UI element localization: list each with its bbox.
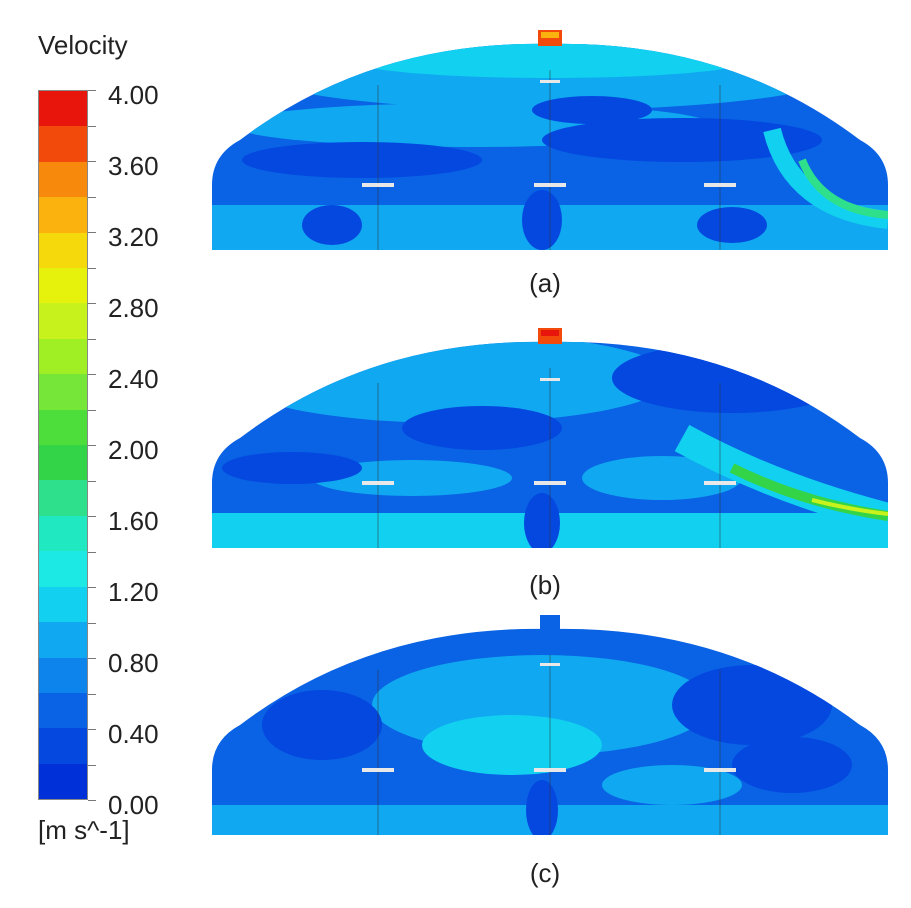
panel-label-a: (a): [529, 268, 561, 298]
color-scale-bar: [38, 90, 88, 800]
diffuser-marker: [362, 481, 394, 485]
diffuser-marker: [362, 183, 394, 187]
contour-panel-b: [212, 328, 888, 548]
legend-tick-mark: [88, 125, 96, 127]
color-band: [39, 232, 87, 269]
color-band: [39, 657, 87, 693]
legend-tick-mark: [88, 409, 96, 411]
legend-tick-mark: [88, 480, 96, 482]
color-band: [39, 692, 87, 729]
legend-tick-label: 4.00: [108, 80, 159, 110]
velocity-contour-c: [212, 615, 888, 835]
diffuser-marker: [540, 378, 560, 381]
color-band: [39, 515, 87, 552]
legend-tick-mark: [88, 445, 96, 446]
color-band: [39, 409, 87, 446]
legend-tick-mark: [88, 551, 96, 553]
color-band: [39, 126, 87, 162]
legend-tick-mark: [88, 658, 96, 659]
diffuser-marker: [704, 481, 736, 485]
color-band: [39, 91, 87, 127]
diffuser-marker: [362, 768, 394, 772]
color-band: [39, 197, 87, 233]
color-band: [39, 551, 87, 587]
velocity-contour-a: [212, 30, 888, 250]
diffuser-marker: [540, 80, 560, 83]
legend-tick-label: 2.00: [108, 435, 159, 465]
diffuser-marker: [540, 663, 560, 666]
legend-tick-label: 0.80: [108, 648, 159, 678]
diffuser-marker: [704, 183, 736, 187]
inlet-jet: [540, 615, 560, 631]
legend-tick-mark: [88, 267, 96, 269]
legend-tick-label: 1.60: [108, 506, 159, 536]
panel-label-b: (b): [529, 570, 561, 600]
legend-tick-mark: [88, 587, 96, 588]
contour-panel-a: [212, 30, 888, 250]
legend-tick-mark: [88, 374, 96, 375]
color-band: [39, 338, 87, 375]
legend-tick-label: 3.60: [108, 151, 159, 181]
legend-tick-label: 2.40: [108, 364, 159, 394]
color-band: [39, 161, 87, 198]
contour-panel-c: [212, 615, 888, 835]
legend-tick-mark: [88, 196, 96, 198]
color-band: [39, 374, 87, 410]
diffuser-marker: [534, 183, 566, 187]
diffuser-marker: [704, 768, 736, 772]
legend-tick-label: 0.40: [108, 719, 159, 749]
legend-tick-mark: [88, 622, 96, 624]
legend-tick-mark: [88, 90, 96, 91]
legend-tick-mark: [88, 161, 96, 162]
legend-tick-label: 0.00: [108, 790, 159, 820]
legend-tick-mark: [88, 516, 96, 517]
color-band: [39, 763, 87, 800]
legend-tick-mark: [88, 764, 96, 766]
legend-tick-label: 2.80: [108, 293, 159, 323]
legend-title: Velocity: [38, 30, 128, 60]
legend-tick-mark: [88, 232, 96, 233]
legend-tick-mark: [88, 729, 96, 730]
legend-tick-mark: [88, 693, 96, 695]
legend-tick-label: 3.20: [108, 222, 159, 252]
diffuser-marker: [534, 768, 566, 772]
color-band: [39, 268, 87, 304]
velocity-contour-b: [212, 328, 888, 548]
color-band: [39, 445, 87, 481]
color-band: [39, 728, 87, 764]
diffuser-marker: [534, 481, 566, 485]
legend-tick-mark: [88, 800, 96, 801]
legend-tick-mark: [88, 303, 96, 304]
legend-unit: [m s^-1]: [38, 815, 130, 845]
color-band: [39, 303, 87, 339]
color-band: [39, 586, 87, 623]
color-band: [39, 622, 87, 658]
panel-label-c: (c): [529, 858, 561, 888]
color-band: [39, 480, 87, 516]
legend-tick-mark: [88, 338, 96, 340]
legend-tick-label: 1.20: [108, 577, 159, 607]
